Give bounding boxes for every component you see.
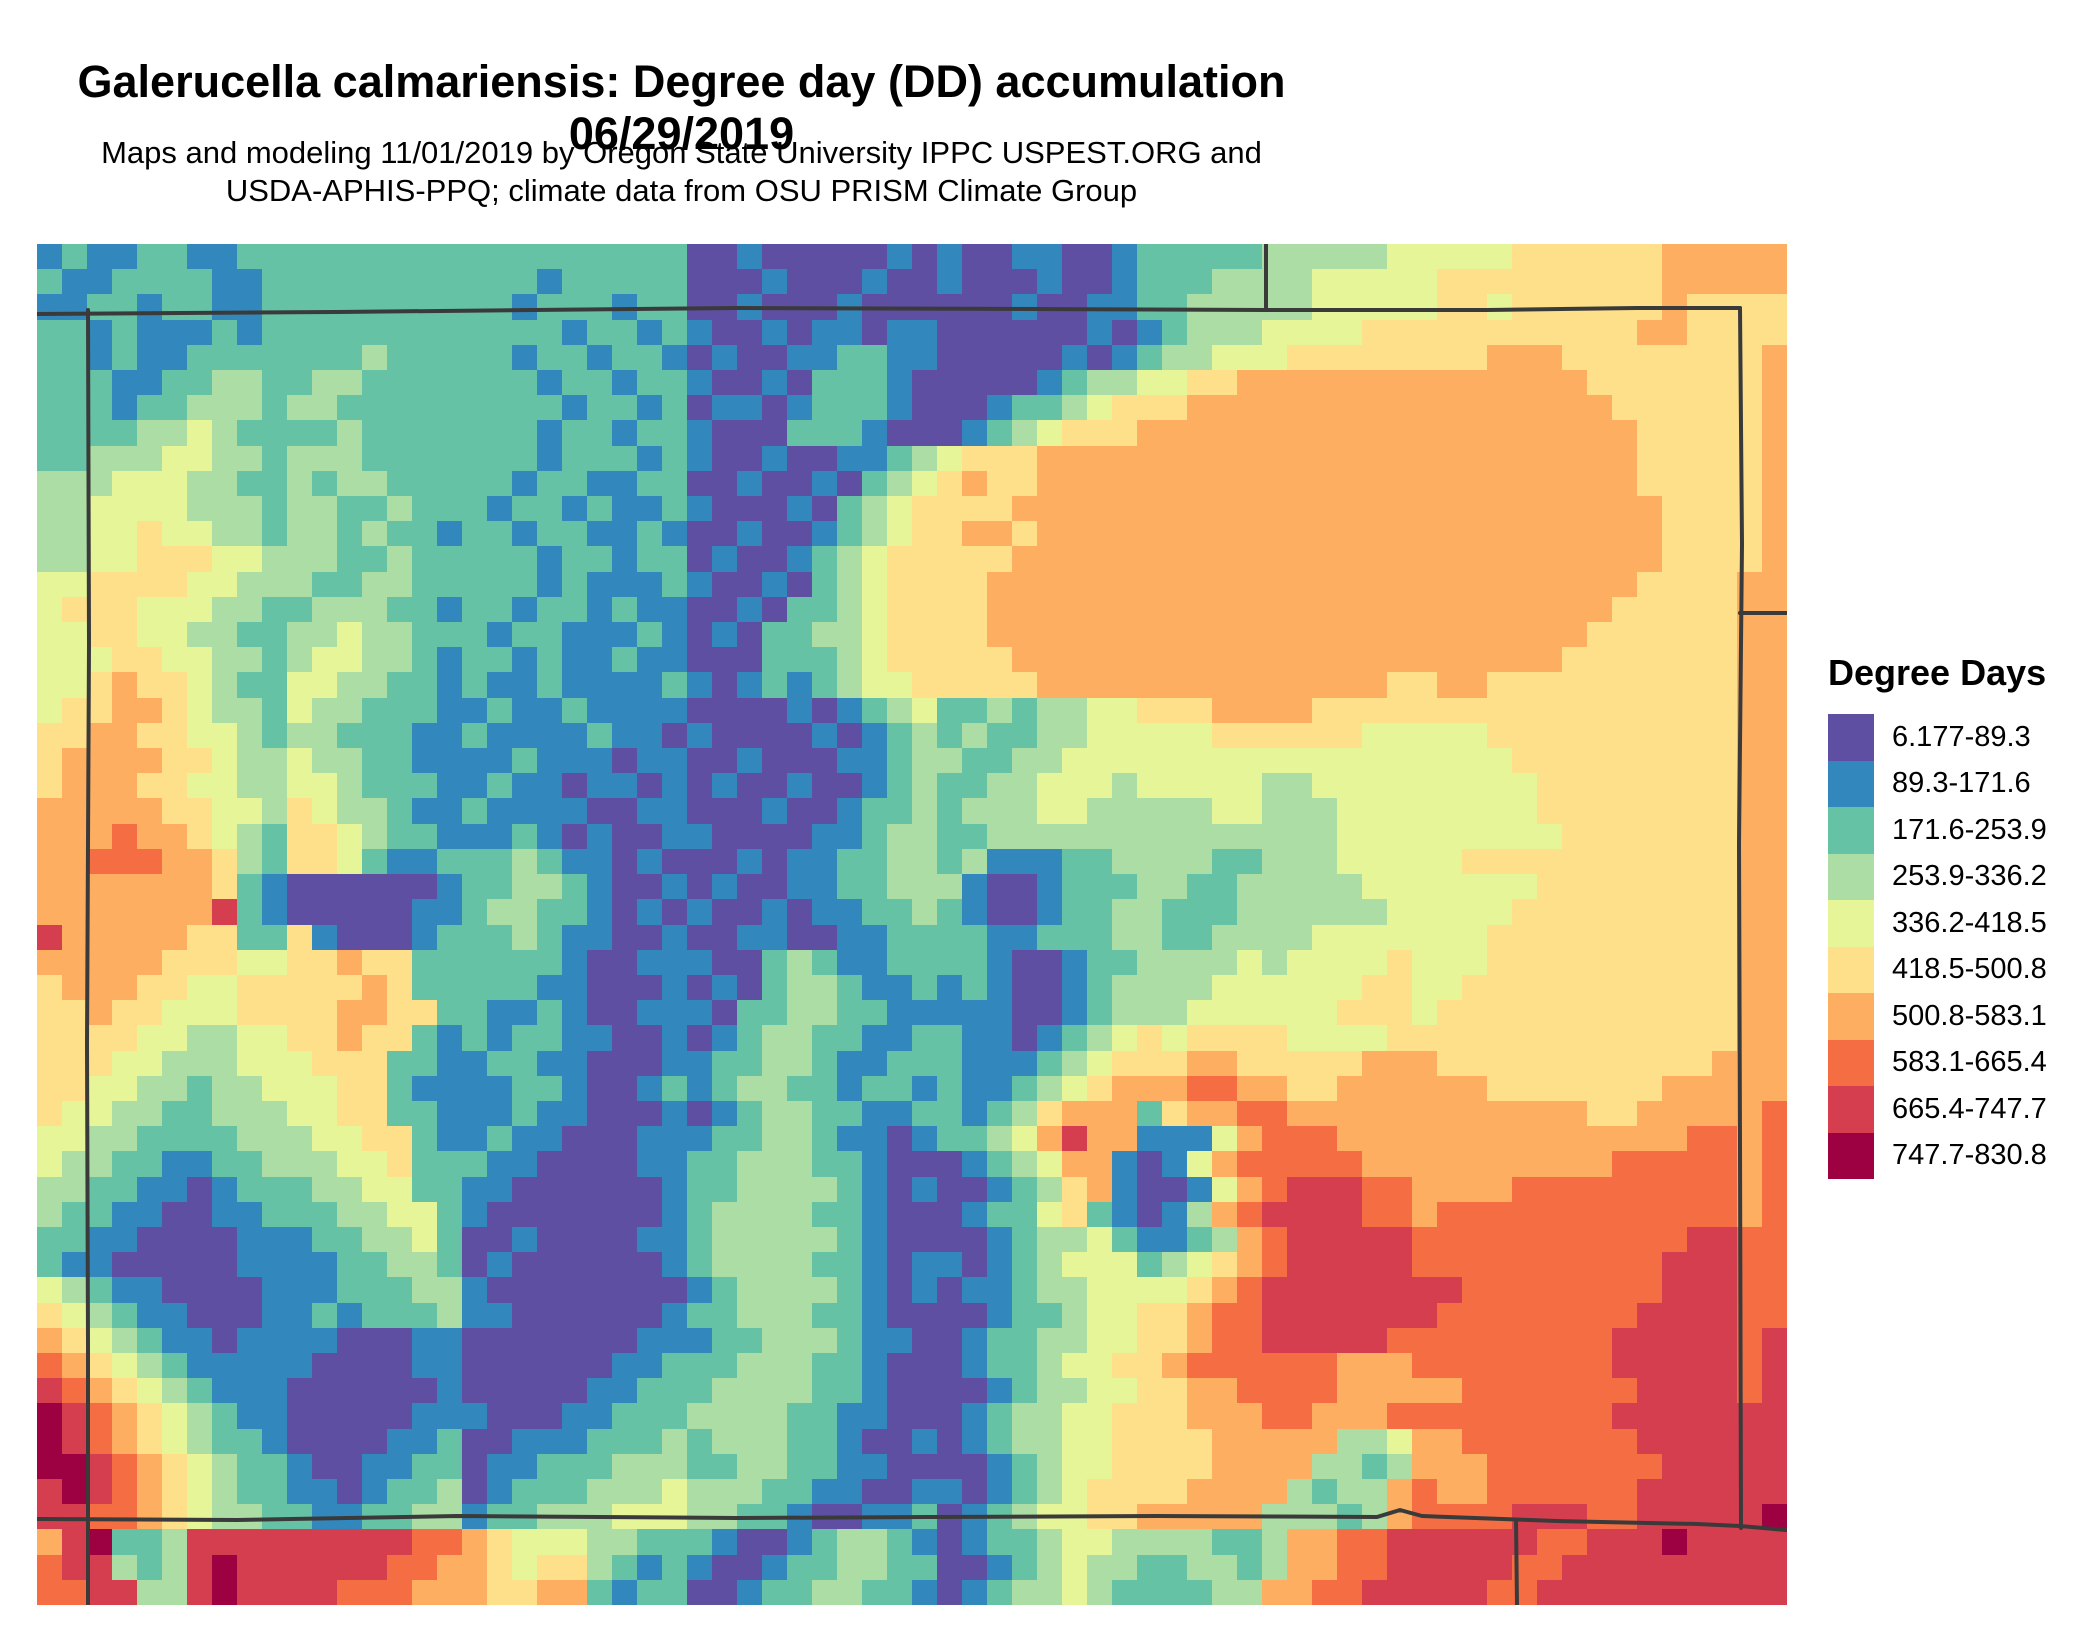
legend-label: 6.177-89.3 [1892, 720, 2031, 753]
legend-items: 6.177-89.3 89.3-171.6 171.6-253.9 253.9-336… [1828, 714, 2088, 1179]
legend-item: 665.4-747.7 [1828, 1086, 2088, 1133]
legend-label: 747.7-830.8 [1892, 1139, 2047, 1172]
legend-item: 500.8-583.1 [1828, 993, 2088, 1040]
subtitle-line-1: Maps and modeling 11/01/2019 by Oregon S… [101, 135, 1262, 170]
legend-swatch [1828, 714, 1874, 761]
legend-item: 747.7-830.8 [1828, 1132, 2088, 1179]
legend-swatch [1828, 1132, 1874, 1179]
legend-label: 336.2-418.5 [1892, 906, 2047, 939]
legend-item: 336.2-418.5 [1828, 900, 2088, 947]
legend-item: 583.1-665.4 [1828, 1039, 2088, 1086]
legend-item: 253.9-336.2 [1828, 853, 2088, 900]
raster-heatmap [37, 244, 1787, 1605]
degree-day-map [37, 244, 1787, 1605]
legend-title: Degree Days [1828, 652, 2047, 693]
legend-swatch [1828, 807, 1874, 854]
legend-label: 665.4-747.7 [1892, 1092, 2047, 1125]
legend-item: 418.5-500.8 [1828, 946, 2088, 993]
legend: Degree Days 6.177-89.3 89.3-171.6 171.6-25… [1828, 652, 2088, 1179]
page-subtitle: Maps and modeling 11/01/2019 by Oregon S… [0, 134, 1363, 210]
subtitle-line-2: USDA-APHIS-PPQ; climate data from OSU PR… [225, 173, 1138, 208]
legend-label: 418.5-500.8 [1892, 953, 2047, 986]
legend-label: 253.9-336.2 [1892, 860, 2047, 893]
legend-label: 171.6-253.9 [1892, 813, 2047, 846]
legend-swatch [1828, 853, 1874, 900]
page-title: Galerucella calmariensis: Degree day (DD… [77, 56, 1286, 159]
legend-item: 6.177-89.3 [1828, 714, 2088, 761]
legend-swatch [1828, 1086, 1874, 1133]
legend-swatch [1828, 993, 1874, 1040]
legend-label: 583.1-665.4 [1892, 1046, 2047, 1079]
legend-swatch [1828, 900, 1874, 947]
legend-swatch [1828, 760, 1874, 807]
legend-label: 89.3-171.6 [1892, 767, 2031, 800]
legend-swatch [1828, 1039, 1874, 1086]
legend-label: 500.8-583.1 [1892, 999, 2047, 1032]
legend-item: 171.6-253.9 [1828, 807, 2088, 854]
legend-swatch [1828, 946, 1874, 993]
legend-item: 89.3-171.6 [1828, 760, 2088, 807]
